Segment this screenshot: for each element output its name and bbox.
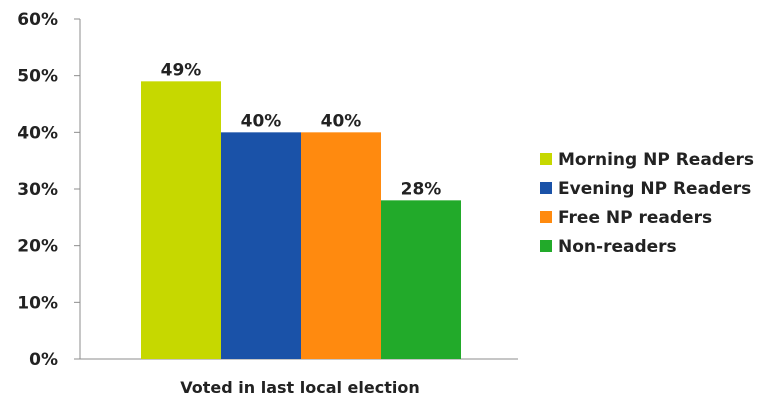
legend-swatch (540, 182, 552, 194)
legend-swatch (540, 240, 552, 252)
bars (141, 81, 461, 359)
data-label: 49% (161, 60, 202, 80)
legend-swatch (540, 211, 552, 223)
y-tick-label: 60% (17, 10, 58, 30)
y-tick-label: 0% (29, 350, 58, 370)
legend-label: Morning NP Readers (558, 150, 754, 170)
bar-free-np-readers (301, 132, 381, 359)
data-label: 40% (321, 111, 362, 131)
y-tick-label: 30% (17, 180, 58, 200)
legend: Morning NP Readers Evening NP Readers Free… (540, 150, 754, 257)
legend-label: Evening NP Readers (558, 179, 751, 199)
legend-label: Non-readers (558, 237, 677, 257)
y-tick-label: 20% (17, 237, 58, 257)
bar-morning-np-readers (141, 81, 221, 359)
legend-label: Free NP readers (558, 208, 712, 228)
bar-non-readers (381, 200, 461, 359)
y-tick-label: 40% (17, 123, 58, 143)
x-category-label: Voted in last local election (180, 378, 420, 397)
y-tick-label: 50% (17, 67, 58, 87)
data-labels: 49% 40% 40% 28% (161, 60, 442, 199)
data-label: 40% (241, 111, 282, 131)
y-tick-label: 10% (17, 293, 58, 313)
bar-evening-np-readers (221, 132, 301, 359)
y-axis: 0% 10% 20% 30% 40% 50% 60% (17, 10, 518, 370)
data-label: 28% (401, 179, 442, 199)
legend-swatch (540, 153, 552, 165)
